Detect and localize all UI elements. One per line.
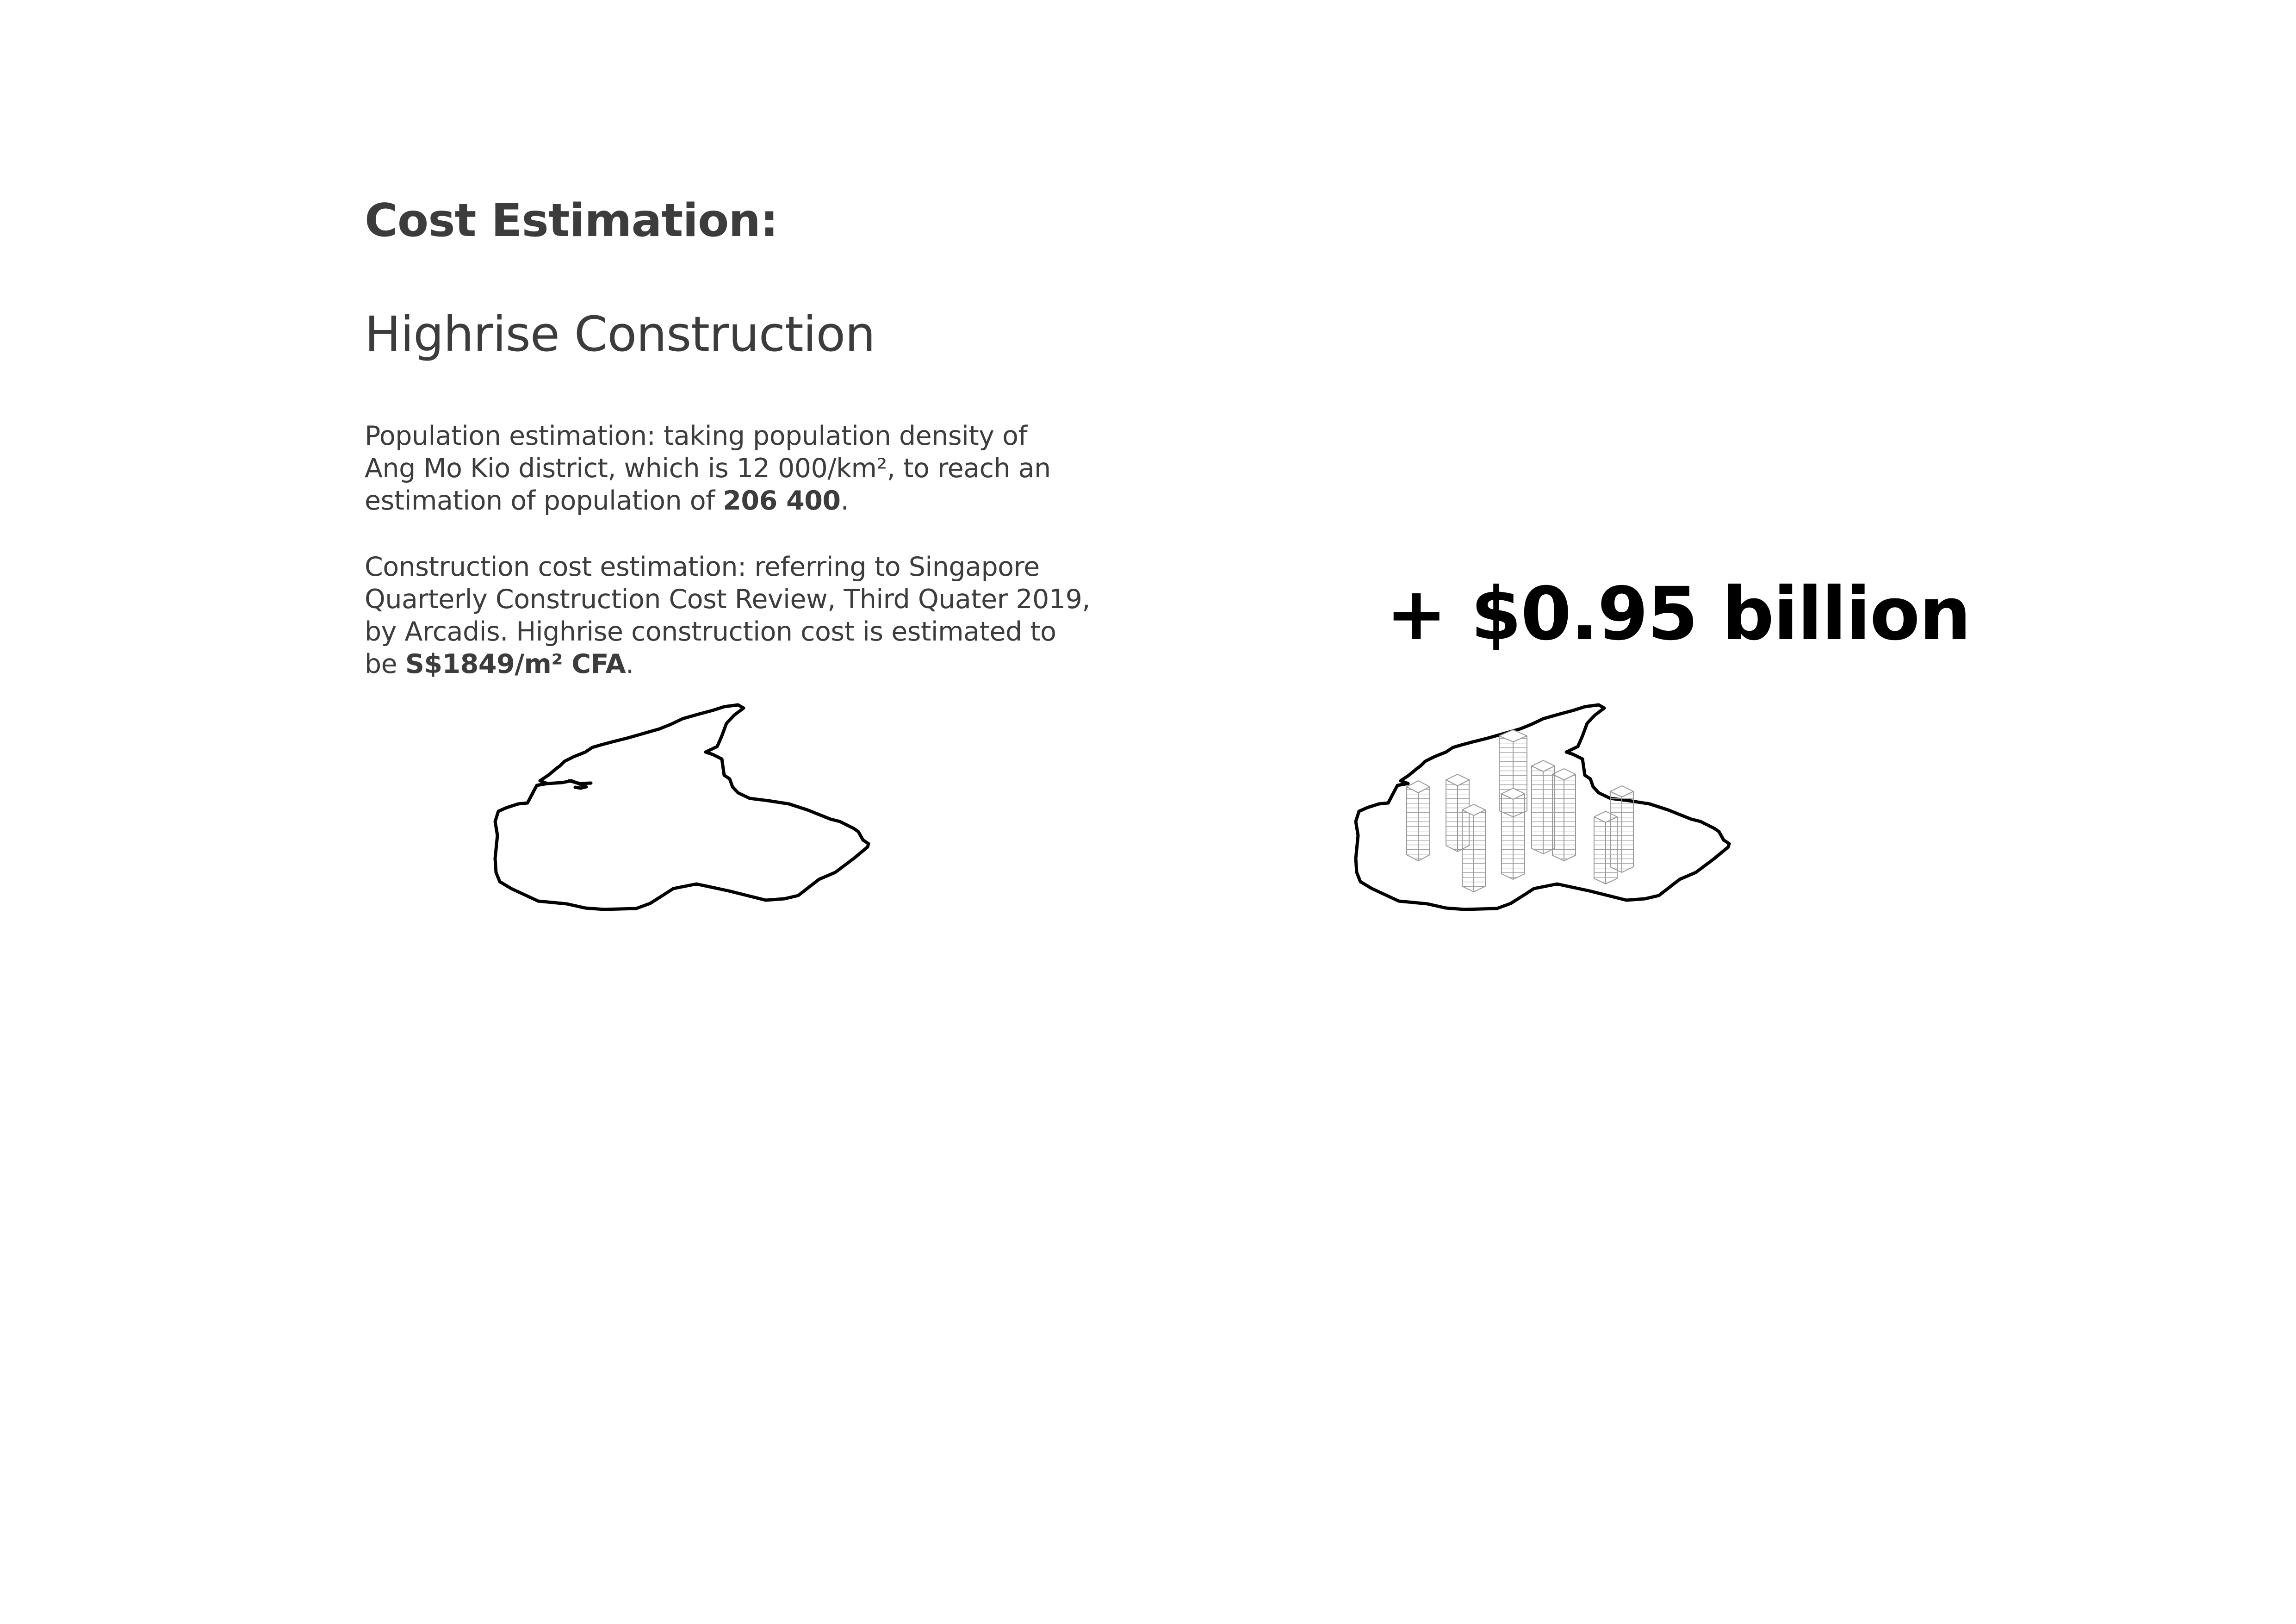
district-with-highrises-icon xyxy=(1354,703,1731,911)
district-outline-icon xyxy=(493,703,870,911)
population-line-3-suffix: . xyxy=(840,485,849,516)
population-value: 206 400 xyxy=(723,485,841,516)
section-subtitle: Highrise Construction xyxy=(365,306,875,362)
construction-cost-text: Construction cost estimation: referring … xyxy=(365,551,1090,680)
construction-cost-value: S$1849/m² CFA xyxy=(405,649,626,679)
district-boundary-icon xyxy=(493,703,870,911)
population-line-3-prefix: estimation of population of xyxy=(365,485,723,516)
construction-line-1: Construction cost estimation: referring … xyxy=(365,552,1040,582)
construction-line-2: Quarterly Construction Cost Review, Thir… xyxy=(365,584,1090,615)
highrise-buildings-icon xyxy=(1406,729,1634,892)
construction-line-4-suffix: . xyxy=(626,649,634,679)
construction-line-3: by Arcadis. Highrise construction cost i… xyxy=(365,616,1056,647)
total-cost-figure: + $0.95 billion xyxy=(1386,572,1971,657)
population-line-2: Ang Mo Kio district, which is 12 000/km²… xyxy=(365,453,1051,484)
construction-line-4-prefix: be xyxy=(365,649,405,679)
district-boundary-icon xyxy=(1354,703,1731,911)
population-estimation-text: Population estimation: taking population… xyxy=(365,420,1051,517)
population-line-1: Population estimation: taking population… xyxy=(365,421,1028,451)
page-title: Cost Estimation: xyxy=(365,194,778,247)
